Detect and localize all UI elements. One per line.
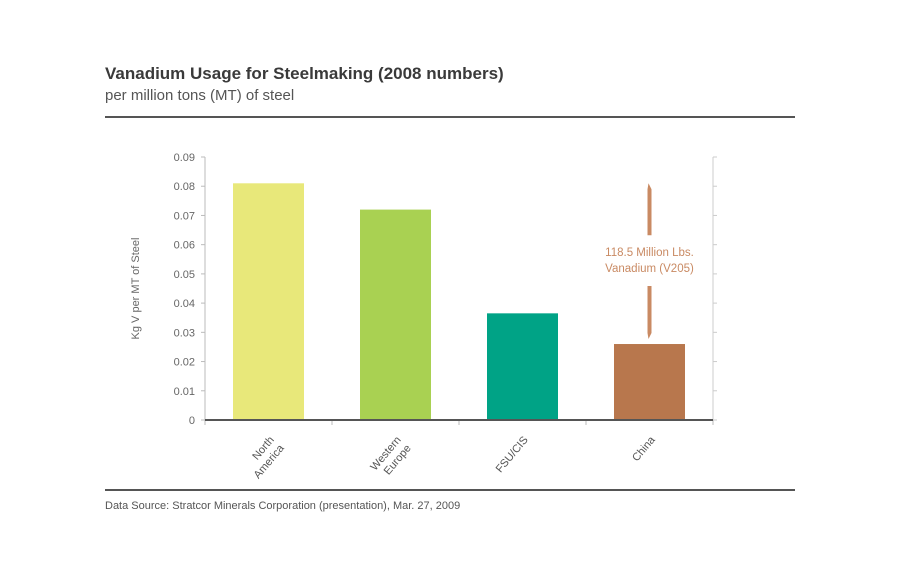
y-tick-label: 0 xyxy=(189,415,195,427)
bar-fsu-cis xyxy=(487,313,558,420)
x-tick-label: NorthAmerica xyxy=(242,434,288,482)
bar-north-america xyxy=(233,183,304,420)
y-tick-label: 0.09 xyxy=(174,152,195,164)
bar-western-europe xyxy=(360,209,431,420)
annotation-arrow-bottom xyxy=(647,286,652,340)
chart-title: Vanadium Usage for Steelmaking (2008 num… xyxy=(105,64,504,83)
annotation-text: Vanadium (V205) xyxy=(605,263,694,275)
y-tick-label: 0.06 xyxy=(174,240,195,252)
bottom-rule xyxy=(105,489,795,491)
x-tick-label: China xyxy=(630,434,658,464)
y-tick-label: 0.04 xyxy=(174,298,195,310)
bar-china xyxy=(614,344,685,420)
y-tick-label: 0.01 xyxy=(174,386,195,398)
annotation-arrow-top xyxy=(647,183,652,236)
x-tick-label: WesternEurope xyxy=(368,434,413,481)
x-tick-label: FSU/CIS xyxy=(494,434,531,475)
y-tick-label: 0.03 xyxy=(174,327,195,339)
top-rule xyxy=(105,116,795,118)
x-tick-label-line: FSU/CIS xyxy=(494,434,531,475)
y-tick-label: 0.07 xyxy=(174,210,195,222)
x-tick-label-line: China xyxy=(630,434,658,464)
y-tick-label: 0.05 xyxy=(174,269,195,281)
y-axis-label: Kg V per MT of Steel xyxy=(130,238,142,340)
y-tick-label: 0.02 xyxy=(174,357,195,369)
y-tick-label: 0.08 xyxy=(174,181,195,193)
data-source: Data Source: Stratcor Minerals Corporati… xyxy=(105,500,461,512)
chart-subtitle: per million tons (MT) of steel xyxy=(105,87,295,104)
annotation-text: 118.5 Million Lbs. xyxy=(605,247,694,259)
